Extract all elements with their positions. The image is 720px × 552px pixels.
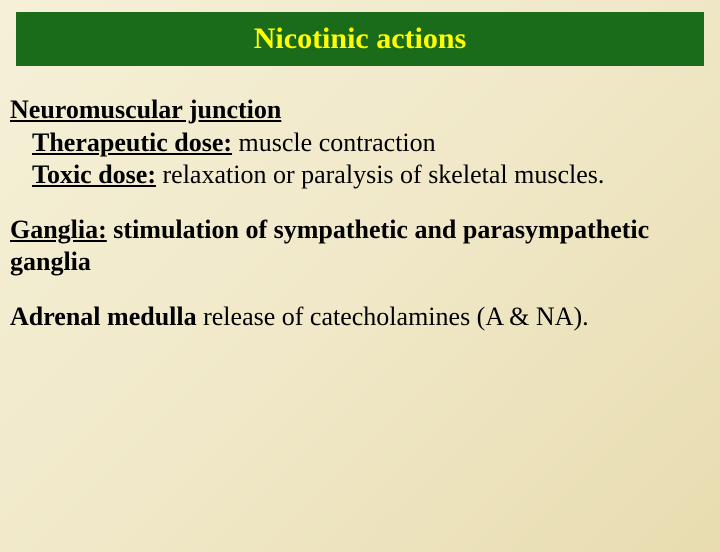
slide-title: Nicotinic actions	[254, 22, 466, 55]
nmj-toxic-text: relaxation or paralysis of skeletal musc…	[156, 160, 604, 189]
nmj-therapeutic-text: muscle contraction	[232, 128, 436, 157]
slide-content: Neuromuscular junction Therapeutic dose:…	[0, 66, 720, 333]
nmj-therapeutic-line: Therapeutic dose: muscle contraction	[32, 127, 710, 160]
section-adrenal: Adrenal medulla release of catecholamine…	[10, 301, 710, 334]
adrenal-heading: Adrenal medulla	[10, 302, 197, 331]
nmj-heading: Neuromuscular junction	[10, 94, 710, 127]
section-ganglia: Ganglia: stimulation of sympathetic and …	[10, 214, 710, 279]
nmj-toxic-line: Toxic dose: relaxation or paralysis of s…	[32, 159, 710, 192]
ganglia-heading: Ganglia:	[10, 215, 107, 244]
ganglia-text: stimulation of sympathetic and parasympa…	[10, 215, 649, 277]
nmj-body: Therapeutic dose: muscle contraction Tox…	[10, 127, 710, 192]
title-banner: Nicotinic actions	[16, 12, 704, 66]
adrenal-text: release of catecholamines (A & NA).	[197, 302, 589, 331]
nmj-toxic-label: Toxic dose:	[32, 160, 156, 189]
section-nmj: Neuromuscular junction Therapeutic dose:…	[10, 94, 710, 192]
nmj-therapeutic-label: Therapeutic dose:	[32, 128, 232, 157]
